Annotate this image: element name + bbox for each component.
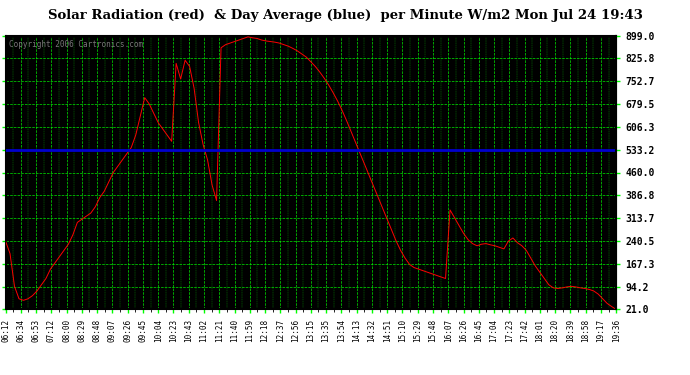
Text: Solar Radiation (red)  & Day Average (blue)  per Minute W/m2 Mon Jul 24 19:43: Solar Radiation (red) & Day Average (blu… [48, 9, 642, 22]
Text: Copyright 2006 Cartronics.com: Copyright 2006 Cartronics.com [8, 40, 143, 49]
